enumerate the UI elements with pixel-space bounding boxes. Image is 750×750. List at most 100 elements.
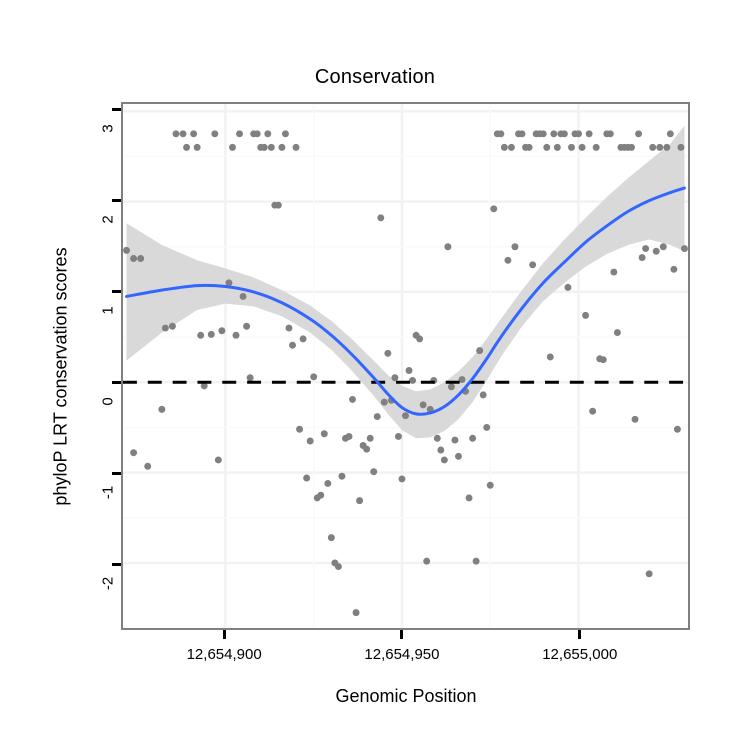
data-point [363,445,371,453]
data-point [168,322,176,330]
data-point [529,261,537,269]
data-point [207,330,215,338]
data-point [437,446,445,454]
data-point [423,557,431,565]
data-point [656,143,664,151]
data-point [451,436,459,444]
data-point [380,398,388,406]
data-point [232,331,240,339]
data-point [306,437,314,445]
data-point [338,472,346,480]
data-point [144,462,152,470]
x-axis: 12,654,900 12,654,950 12,655,000 [121,630,690,686]
gridlines [123,104,688,628]
data-point [190,130,198,138]
y-axis: -2 -1 0 1 2 3 [0,102,121,630]
data-point [243,322,251,330]
data-point [373,413,381,421]
data-point [137,255,145,262]
x-axis-tick-label: 12,654,900 [186,646,262,663]
y-axis-tick-mark [112,289,121,293]
data-point [193,143,201,151]
x-axis-tick-mark [222,630,226,639]
data-point [553,143,561,151]
data-point [472,557,480,565]
data-point [416,335,424,343]
data-point [130,449,138,457]
data-point [292,143,300,151]
data-point [384,349,392,357]
data-point [585,130,593,138]
data-point [564,283,572,291]
data-point [610,268,618,276]
y-axis-tick-mark [112,380,121,384]
data-point [483,423,491,431]
scatter-points [123,130,688,617]
data-point [278,143,286,151]
x-axis-tick-mark [578,630,582,639]
data-point [486,481,494,489]
data-point [560,130,568,138]
data-point [635,130,643,138]
data-point [274,201,282,209]
data-point [670,265,678,273]
data-point [327,534,335,542]
y-axis-tick-label: 3 [99,124,117,133]
loess-smooth-line [125,186,686,416]
y-axis-tick-mark [112,107,121,111]
y-axis-tick-mark [112,471,121,475]
x-axis-tick-label: 12,655,000 [542,646,618,663]
data-point [236,130,244,138]
data-point [239,292,247,300]
data-point [320,430,328,438]
data-point [419,401,427,409]
data-point [214,456,222,464]
data-point [296,425,304,433]
plot-panel [121,102,690,630]
data-point [161,324,169,332]
data-point [356,497,364,505]
page-title: Conservation [314,66,436,88]
data-point [631,415,639,423]
data-point [172,130,180,138]
data-point [433,434,441,442]
data-point [253,130,261,138]
data-point [550,130,558,138]
data-point [465,494,473,502]
data-point [405,367,413,374]
data-point [525,143,533,151]
data-point [444,243,452,251]
data-point [377,214,385,222]
data-point [659,243,667,251]
data-point [539,130,547,138]
data-point [638,254,646,262]
data-point [546,353,554,361]
data-point [345,432,353,440]
data-point [324,479,332,487]
data-point [592,143,600,151]
data-point [211,130,219,138]
data-point [479,391,487,399]
data-point [666,130,674,138]
y-axis-tick-label: 2 [99,215,117,224]
data-point [394,432,402,440]
data-point [391,374,399,382]
data-point [130,255,138,262]
data-point [303,474,311,482]
data-point [454,452,462,460]
data-point [267,143,275,151]
data-point [289,341,296,349]
data-point [504,256,512,264]
data-point [366,434,374,442]
plot-canvas [123,104,688,628]
data-point [310,373,318,381]
x-axis-tick-mark [400,630,404,639]
confidence-band [126,125,685,439]
y-axis-tick-label: 1 [99,306,117,316]
data-point [349,395,357,403]
data-point [578,143,586,151]
data-point [246,374,254,382]
y-axis-tick-label: -1 [99,486,117,500]
data-point [317,491,325,499]
